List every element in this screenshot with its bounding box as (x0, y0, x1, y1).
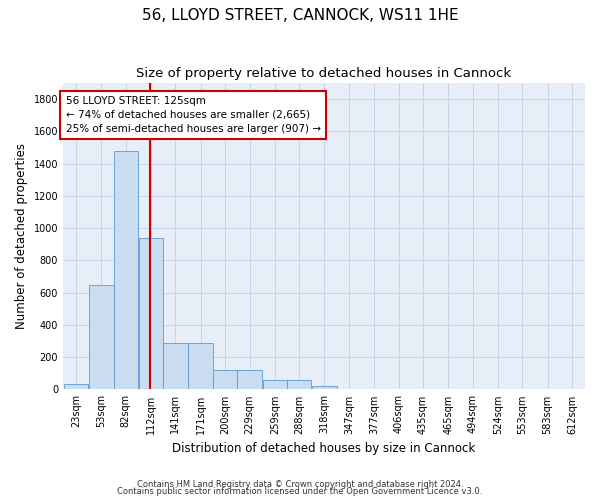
Text: Contains HM Land Registry data © Crown copyright and database right 2024.: Contains HM Land Registry data © Crown c… (137, 480, 463, 489)
Bar (188, 344, 213, 390)
Bar (510, 388, 535, 390)
Bar (560, 388, 584, 390)
Bar (386, 388, 411, 390)
Bar (362, 388, 386, 390)
Bar (436, 388, 460, 390)
Bar (411, 388, 435, 390)
X-axis label: Distribution of detached houses by size in Cannock: Distribution of detached houses by size … (172, 442, 476, 455)
Bar (163, 344, 188, 390)
Bar (113, 151, 138, 390)
Bar (312, 386, 337, 390)
Text: Contains public sector information licensed under the Open Government Licence v3: Contains public sector information licen… (118, 487, 482, 496)
Title: Size of property relative to detached houses in Cannock: Size of property relative to detached ho… (136, 68, 512, 80)
Bar (213, 370, 238, 390)
Text: 56 LLOYD STREET: 125sqm
← 74% of detached houses are smaller (2,665)
25% of semi: 56 LLOYD STREET: 125sqm ← 74% of detache… (65, 96, 320, 134)
Bar (337, 388, 361, 390)
Bar (535, 388, 560, 390)
Bar (89, 284, 113, 390)
Bar (238, 370, 262, 390)
Text: 56, LLOYD STREET, CANNOCK, WS11 1HE: 56, LLOYD STREET, CANNOCK, WS11 1HE (142, 8, 458, 22)
Bar (485, 388, 510, 390)
Bar (64, 384, 88, 390)
Bar (139, 238, 163, 390)
Bar (460, 388, 485, 390)
Y-axis label: Number of detached properties: Number of detached properties (15, 143, 28, 329)
Bar (287, 380, 311, 390)
Bar (263, 380, 287, 390)
